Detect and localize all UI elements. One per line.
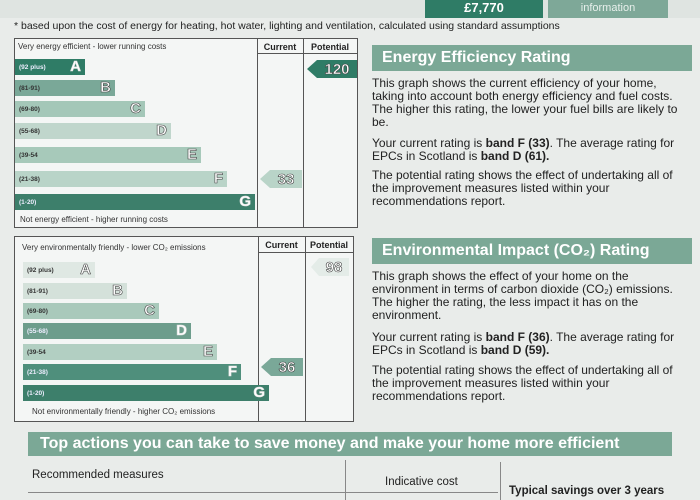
chart-top-label: Very energy efficient - lower running co… <box>18 42 167 51</box>
environmental-paragraph-3: The potential rating shows the effect of… <box>372 363 673 403</box>
chart-bottom-label: Not environmentally friendly - higher CO… <box>32 407 216 416</box>
band-e: (39-54 E <box>15 146 201 163</box>
column-divider <box>305 237 306 421</box>
table-row-line <box>28 492 498 493</box>
footnote: * based upon the cost of energy for heat… <box>14 20 560 32</box>
indicative-cost-header: Indicative cost <box>385 476 458 488</box>
information-cell: information <box>548 0 668 18</box>
potential-rating-arrow: 120 <box>307 60 357 78</box>
environmental-paragraph-2: Your current rating is band F (36). The … <box>372 330 675 357</box>
potential-column-header: Potential <box>310 42 349 52</box>
band-f: (21-38) F <box>15 170 227 187</box>
typical-savings-header: Typical savings over 3 years <box>509 485 665 497</box>
band-e: (39-54 E <box>23 343 217 360</box>
environmental-paragraph-1: This graph shows the effect of your home… <box>372 269 673 322</box>
band-f: (21-38) F <box>23 363 241 380</box>
table-divider <box>500 462 501 500</box>
environmental-rating-heading: Environmental Impact (CO₂) Rating <box>372 238 692 264</box>
potential-rating-arrow: 98 <box>311 258 349 276</box>
band-a: (92 plus) A <box>15 58 85 75</box>
band-b: (81-91) B <box>15 79 115 96</box>
column-divider <box>303 39 304 227</box>
column-divider <box>258 237 259 421</box>
recommended-measures-header: Recommended measures <box>32 469 164 481</box>
band-d: (55-68) D <box>15 122 171 139</box>
band-g: (1-20) G <box>23 384 269 401</box>
current-column-header: Current <box>263 42 297 52</box>
current-rating-arrow: 33 <box>260 170 302 188</box>
header-divider <box>257 53 357 54</box>
energy-paragraph-3: The potential rating shows the effect of… <box>372 168 673 208</box>
energy-paragraph-1: This graph shows the current efficiency … <box>372 76 678 129</box>
total-cost-cell: £7,770 <box>425 0 543 18</box>
energy-rating-heading: Energy Efficiency Rating <box>372 45 692 71</box>
current-column-header: Current <box>265 240 298 250</box>
band-c: (69-80) C <box>15 100 145 117</box>
band-c: (69-80) C <box>23 302 159 319</box>
current-rating-arrow: 36 <box>261 358 303 376</box>
top-actions-banner: Top actions you can take to save money a… <box>28 432 672 456</box>
band-g: (1-20) G <box>15 193 255 210</box>
band-d: (55-68) D <box>23 322 191 339</box>
environmental-impact-chart: Very environmentally friendly - lower CO… <box>14 236 354 422</box>
column-divider <box>257 39 258 227</box>
potential-column-header: Potential <box>309 240 348 250</box>
chart-top-label: Very environmentally friendly - lower CO… <box>22 243 206 252</box>
band-b: (81-91) B <box>23 282 127 299</box>
energy-paragraph-2: Your current rating is band F (33). The … <box>372 136 675 163</box>
band-a: (92 plus) A <box>23 261 95 278</box>
chart-bottom-label: Not energy efficient - higher running co… <box>20 215 168 224</box>
header-divider <box>258 252 353 253</box>
energy-efficiency-chart: Very energy efficient - lower running co… <box>14 38 358 228</box>
table-divider <box>345 460 346 500</box>
